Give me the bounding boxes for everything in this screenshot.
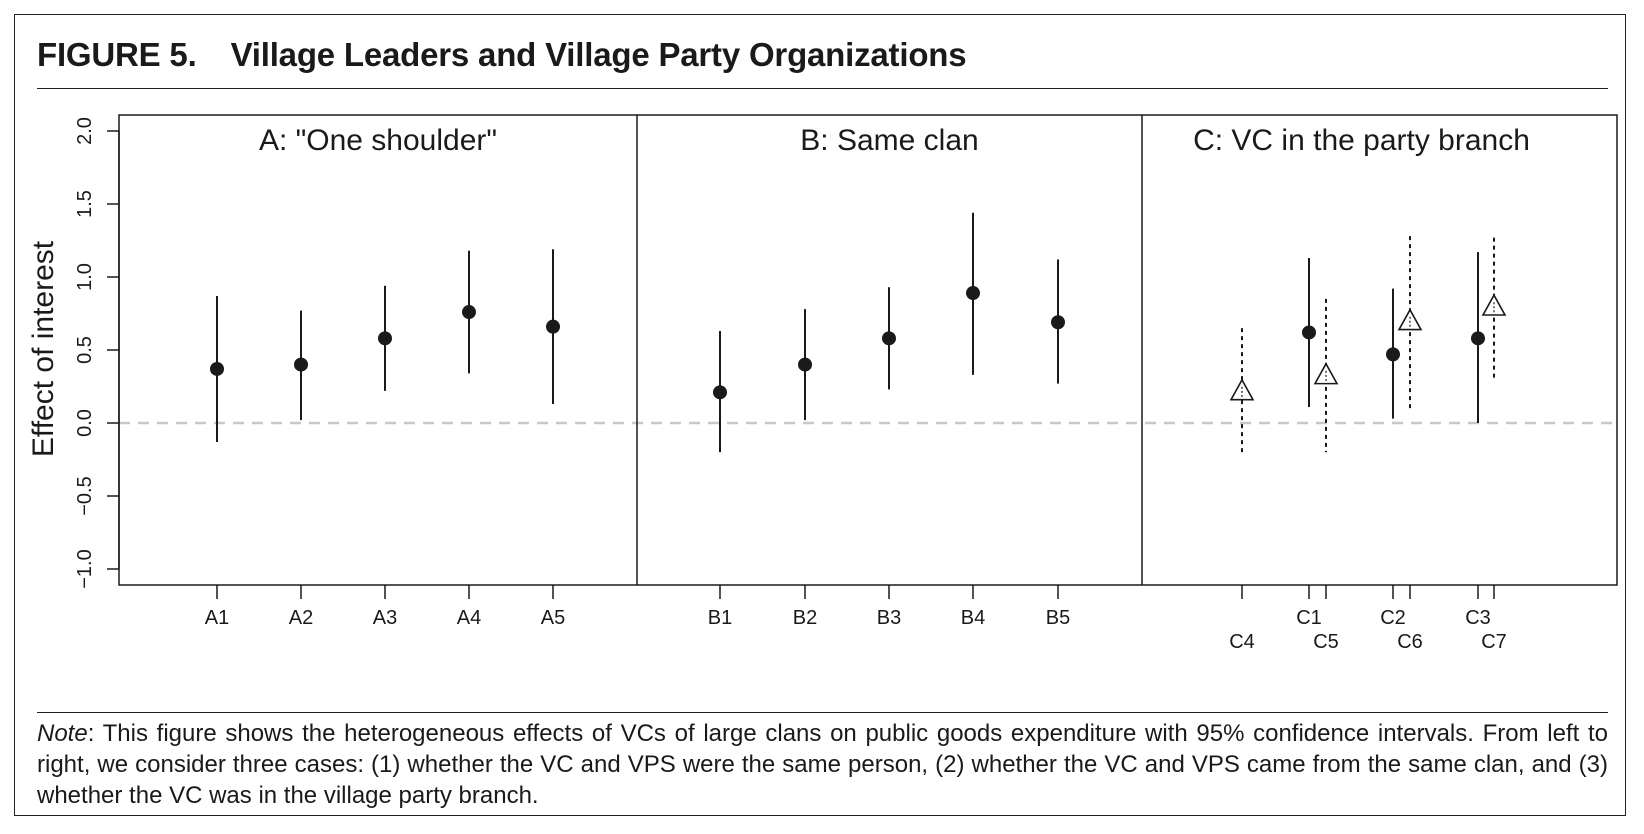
point-circle — [210, 361, 224, 376]
note-lead: Note — [37, 720, 88, 747]
x-tick-label: A4 — [457, 607, 481, 629]
x-tick-label: B3 — [877, 607, 901, 629]
figure-frame — [14, 14, 1626, 816]
point-circle — [294, 357, 308, 372]
panel-title: A: "One shoulder" — [259, 124, 497, 157]
x-tick-label: B4 — [961, 607, 985, 629]
point-circle — [1386, 347, 1400, 362]
y-tick-label: 1.5 — [74, 190, 96, 218]
point-circle — [1471, 331, 1485, 346]
point-circle — [882, 331, 896, 346]
figure-note: Note: This figure shows the heterogeneou… — [37, 718, 1608, 811]
y-tick-label: 2.0 — [74, 117, 96, 145]
point-circle — [378, 331, 392, 346]
x-tick-label: A3 — [373, 607, 397, 629]
x-tick-label: B5 — [1046, 607, 1070, 629]
title-rule — [37, 88, 1608, 89]
x-tick-label: B2 — [793, 607, 817, 629]
note-text: : This figure shows the heterogeneous ef… — [37, 720, 1608, 809]
x-tick-label: C2 — [1380, 607, 1406, 629]
x-tick-label: C3 — [1465, 607, 1491, 629]
figure-number: FIGURE 5. — [37, 36, 197, 73]
y-tick-label: 0.5 — [74, 336, 96, 364]
point-triangle — [1229, 378, 1255, 401]
x-tick-label: C4 — [1229, 631, 1255, 653]
x-tick-label: C6 — [1397, 631, 1423, 653]
point-circle — [462, 305, 476, 320]
x-tick-label: A5 — [541, 607, 565, 629]
point-triangle — [1397, 308, 1423, 331]
point-triangle — [1313, 362, 1339, 385]
point-circle — [798, 357, 812, 372]
point-circle — [966, 286, 980, 301]
panel-title: C: VC in the party branch — [1193, 124, 1530, 157]
figure-title-text: Village Leaders and Village Party Organi… — [230, 36, 967, 73]
y-axis-label: Effect of interest — [27, 240, 60, 457]
x-tick-label: A2 — [289, 607, 313, 629]
x-tick-label: C1 — [1296, 607, 1322, 629]
figure-title: FIGURE 5. Village Leaders and Village Par… — [37, 36, 967, 74]
point-triangle — [1481, 293, 1507, 316]
point-circle — [546, 319, 560, 334]
y-tick-label: 0.0 — [74, 409, 96, 437]
chart: −1.0 −0.5 0.0 0.5 1.0 1.5 2.0 Effect of interes… — [27, 114, 1618, 653]
y-tick-label: −0.5 — [74, 476, 96, 515]
y-tick-label: −1.0 — [74, 549, 96, 588]
point-circle — [1302, 325, 1316, 340]
y-tick-label: 1.0 — [74, 263, 96, 291]
x-tick-label: A1 — [205, 607, 229, 629]
panel-title: B: Same clan — [800, 124, 978, 157]
x-tick-label: C5 — [1313, 631, 1339, 653]
x-tick-label: B1 — [708, 607, 732, 629]
point-circle — [713, 385, 727, 400]
x-tick-label: C7 — [1481, 631, 1507, 653]
point-circle — [1051, 315, 1065, 330]
note-rule — [37, 712, 1608, 713]
